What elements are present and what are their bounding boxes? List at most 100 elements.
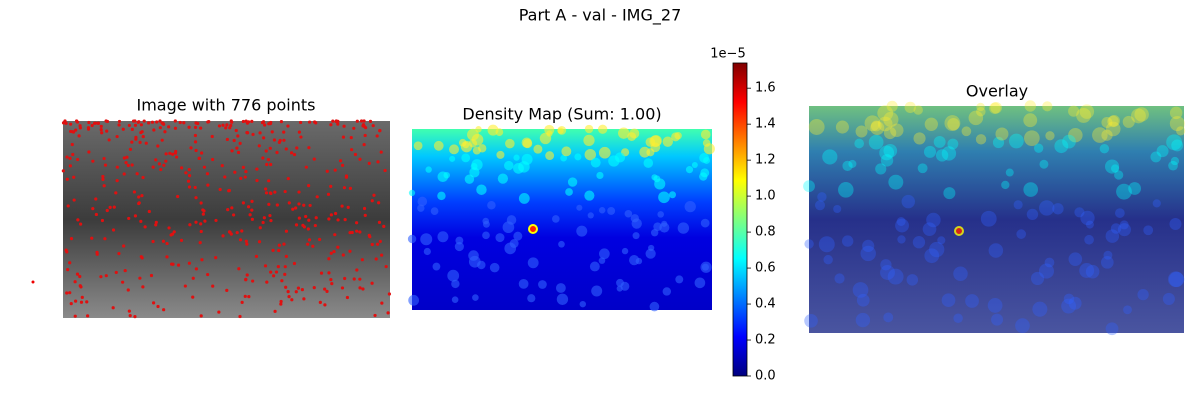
point	[332, 249, 336, 254]
point	[125, 155, 129, 159]
blob	[635, 257, 643, 265]
blob	[1099, 143, 1110, 154]
point	[308, 203, 312, 208]
point	[382, 224, 386, 228]
point	[210, 134, 214, 139]
point	[171, 152, 175, 156]
point	[343, 218, 347, 222]
point	[206, 183, 210, 187]
point	[141, 285, 145, 289]
blob	[1084, 234, 1094, 245]
blob	[848, 159, 857, 168]
point	[262, 216, 266, 220]
point	[143, 225, 147, 229]
point	[186, 179, 191, 183]
point	[122, 156, 126, 160]
point	[268, 191, 273, 195]
point	[277, 248, 281, 253]
point	[341, 135, 346, 139]
point	[73, 280, 77, 284]
crowd-image	[63, 121, 390, 318]
point	[228, 126, 232, 130]
point	[124, 160, 128, 165]
blob	[976, 106, 986, 117]
point	[103, 237, 107, 241]
point	[139, 255, 143, 259]
blob	[607, 206, 616, 215]
blob	[1137, 288, 1149, 301]
point	[244, 169, 248, 174]
blob	[883, 126, 897, 140]
blob	[862, 239, 875, 253]
point	[111, 228, 116, 232]
blob	[694, 277, 706, 289]
blob	[901, 194, 915, 209]
point	[108, 205, 112, 209]
point	[302, 203, 306, 207]
point	[329, 277, 333, 282]
point	[167, 125, 171, 129]
overlay-image	[809, 106, 1184, 333]
blob	[650, 229, 659, 237]
point	[172, 230, 176, 234]
point	[376, 160, 380, 164]
blob	[632, 232, 640, 240]
blob	[464, 174, 475, 184]
point	[139, 219, 143, 223]
point	[245, 242, 249, 246]
blob	[987, 298, 1003, 313]
point	[362, 143, 366, 147]
point	[225, 123, 229, 127]
point	[133, 123, 138, 127]
point	[336, 245, 340, 249]
point	[246, 205, 251, 209]
point	[79, 300, 84, 304]
point	[90, 123, 94, 128]
blob	[596, 171, 604, 180]
point	[325, 289, 329, 293]
point	[290, 298, 294, 302]
blob	[1042, 101, 1053, 112]
blob	[527, 257, 539, 269]
point	[267, 179, 271, 183]
blob	[407, 234, 417, 244]
blob	[1105, 121, 1121, 137]
point	[140, 130, 144, 134]
blob	[1168, 271, 1185, 288]
point	[117, 252, 121, 256]
point	[223, 175, 227, 179]
point	[360, 258, 364, 262]
tick-label: 1.0	[755, 189, 776, 204]
tick-label: 1.2	[755, 153, 776, 168]
blob	[423, 247, 431, 256]
blob	[527, 294, 536, 303]
point	[130, 140, 134, 144]
blob	[677, 222, 690, 234]
point	[154, 220, 158, 224]
point	[203, 219, 207, 223]
point	[377, 220, 382, 224]
point	[282, 130, 286, 134]
point	[86, 127, 91, 131]
blob	[645, 248, 656, 259]
blob	[589, 261, 600, 272]
blob	[1045, 131, 1055, 141]
blob	[545, 151, 555, 161]
point	[279, 120, 284, 124]
panel-title: Overlay	[966, 82, 1028, 101]
point	[107, 138, 111, 142]
blob	[923, 145, 937, 158]
blob	[1101, 117, 1113, 129]
point	[325, 169, 329, 173]
point	[162, 308, 166, 312]
blob	[408, 189, 416, 197]
blob	[627, 132, 637, 141]
panel-title: Image with 776 points	[137, 96, 316, 115]
blob	[653, 222, 662, 232]
blob	[913, 132, 926, 145]
point	[354, 221, 359, 225]
blob	[420, 233, 433, 246]
point	[112, 205, 116, 209]
blob	[933, 135, 946, 148]
point	[300, 288, 304, 292]
